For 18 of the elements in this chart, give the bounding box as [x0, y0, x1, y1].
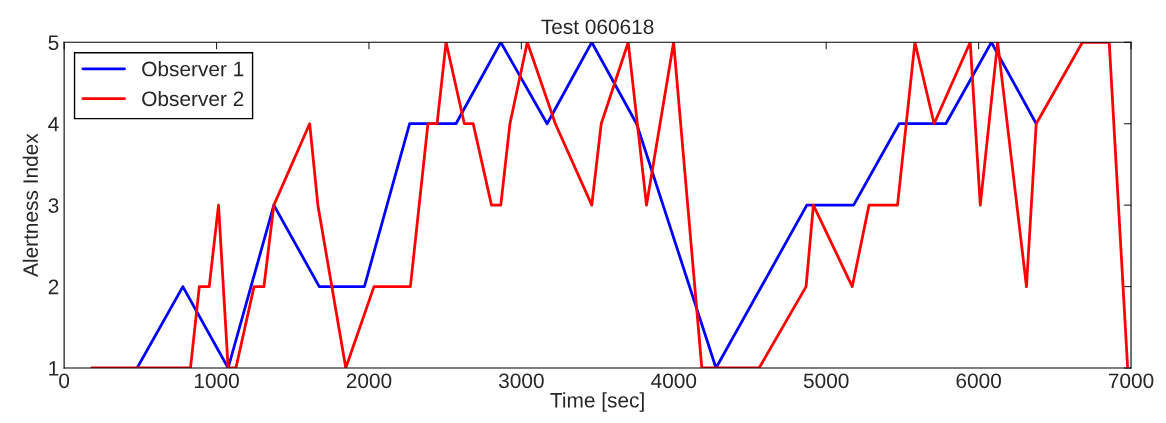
x-tick-label: 5000	[803, 373, 849, 389]
x-tick-label: 3000	[498, 373, 544, 389]
legend-label: Observer 1	[142, 61, 244, 77]
x-tick-label: 0	[59, 373, 70, 389]
x-axis-title: Time [sec]	[550, 392, 644, 412]
x-tick-label: 4000	[651, 373, 697, 389]
x-tick-label: 1000	[194, 373, 239, 389]
chart-title: Test 060618	[541, 19, 654, 35]
x-tick-label: 7000	[1108, 373, 1154, 389]
y-tick-label: 2	[48, 279, 59, 295]
y-tick-label: 5	[48, 35, 59, 51]
y-tick-label: 3	[48, 198, 59, 213]
legend-label: Observer 2	[142, 90, 244, 107]
y-tick-label: 4	[48, 116, 59, 132]
y-axis-title: Alertness Index	[22, 133, 39, 277]
x-tick-label: 6000	[956, 373, 1001, 389]
x-tick-label: 2000	[346, 373, 392, 389]
y-tick-label: 1	[49, 361, 59, 376]
